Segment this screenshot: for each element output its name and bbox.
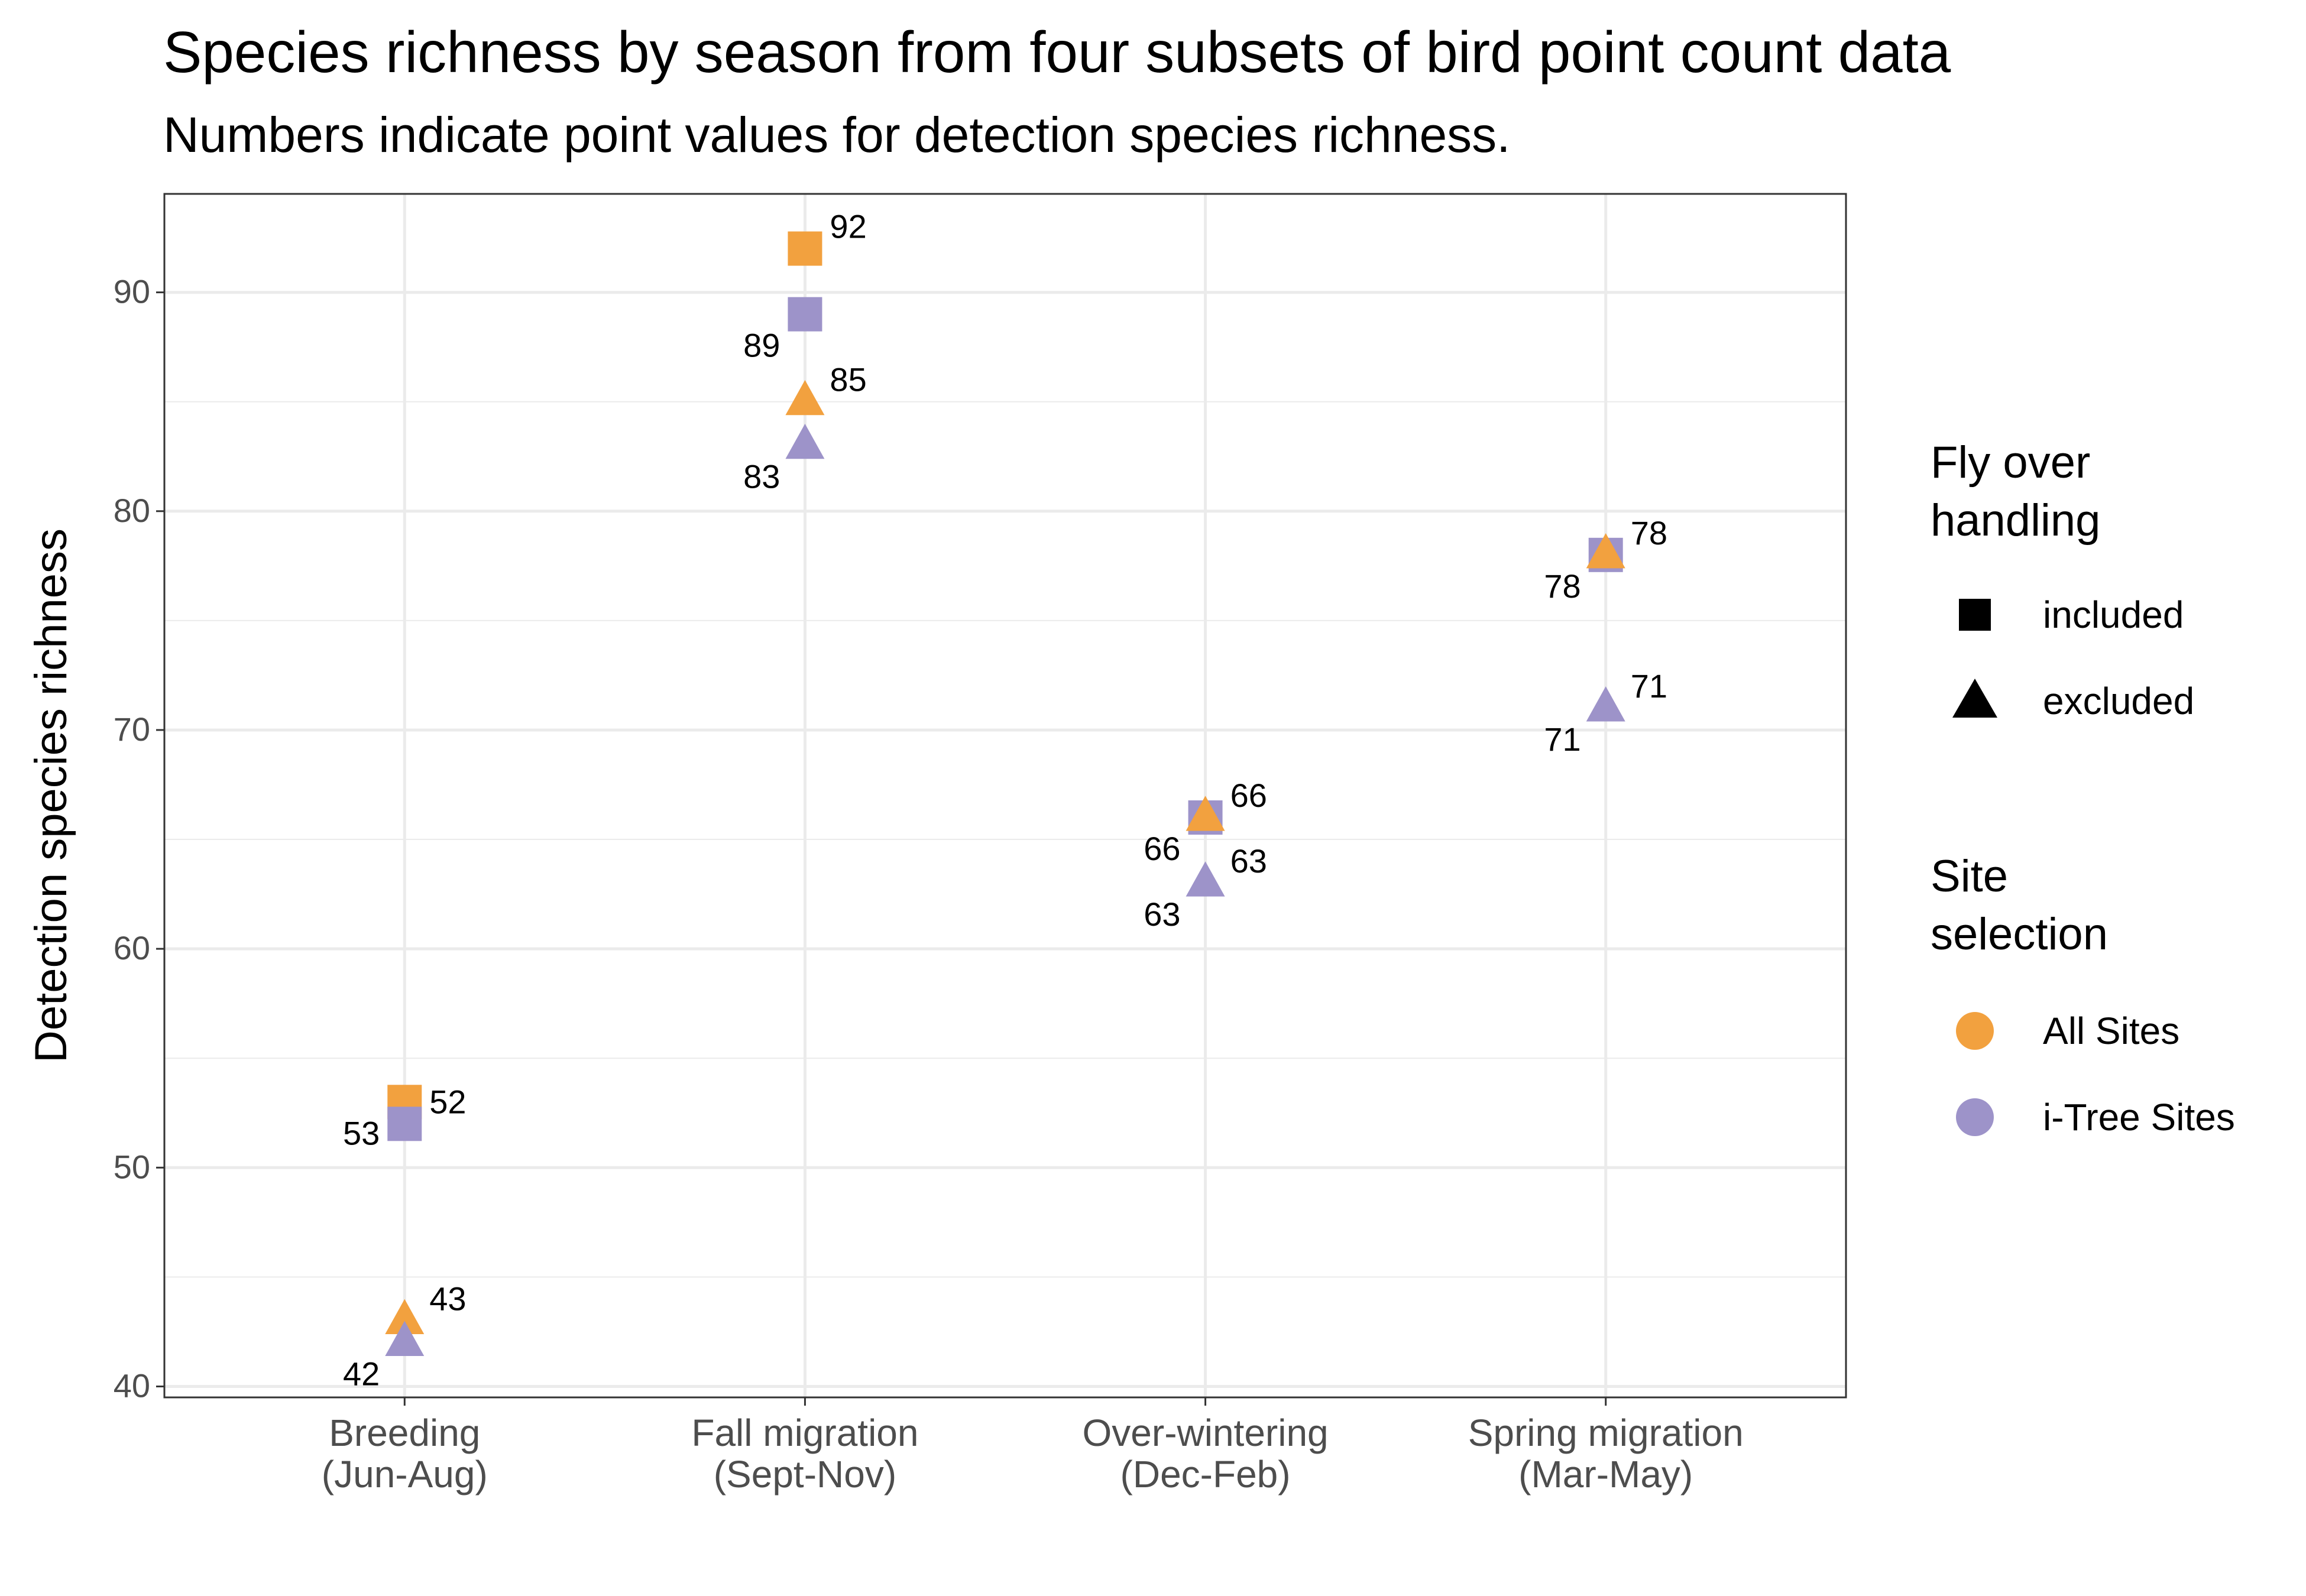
data-label: 52 <box>429 1083 466 1120</box>
legend-title-flyover: handling <box>1931 495 2100 546</box>
y-axis-title: Detection species richness <box>26 528 76 1063</box>
x-tick-label: (Dec-Feb) <box>1120 1453 1291 1496</box>
data-label: 66 <box>1144 830 1180 867</box>
data-label: 53 <box>343 1114 380 1151</box>
panel-border <box>163 193 1847 1399</box>
x-tick-label: Over-wintering <box>1083 1412 1329 1454</box>
data-point-triangle <box>1186 796 1225 831</box>
legend-title-flyover: Fly over <box>1931 437 2090 488</box>
legend-shape-label: included <box>2043 593 2184 636</box>
x-tick-label: Breeding <box>329 1412 480 1454</box>
grid <box>164 194 1846 1397</box>
data-label: 66 <box>1230 777 1267 814</box>
data-point-triangle <box>1186 861 1225 897</box>
legend-shape-label: excluded <box>2043 680 2194 722</box>
legend-color-label: i-Tree Sites <box>2043 1096 2235 1138</box>
data-point-triangle <box>1586 686 1625 722</box>
data-label: 63 <box>1230 842 1267 880</box>
data-point-square <box>788 297 822 332</box>
data-point-square <box>788 231 822 266</box>
data-label: 71 <box>1544 721 1580 758</box>
y-tick-label: 40 <box>114 1367 150 1404</box>
x-tick-label: Fall migration <box>691 1412 918 1454</box>
x-tick-label: Spring migration <box>1468 1412 1744 1454</box>
legend-color-key <box>1956 1012 1994 1050</box>
data-label: 89 <box>743 327 780 364</box>
data-point-triangle <box>1586 533 1625 569</box>
x-tick-label: (Sept-Nov) <box>714 1453 896 1496</box>
axes: 40 50 60 70 80 90 Breeding(Jun-Aug) Fall migrat… <box>26 273 1744 1496</box>
chart-subtitle: Numbers indicate point values for detect… <box>163 107 1511 163</box>
data-label: 63 <box>1144 896 1180 933</box>
y-tick-label: 80 <box>114 492 150 529</box>
data-point-triangle <box>385 1299 425 1335</box>
y-tick-label: 50 <box>114 1148 150 1185</box>
legend-square-key <box>1959 599 1991 631</box>
y-tick-label: 90 <box>114 273 150 310</box>
chart-title: Species richness by season from four sub… <box>163 20 1951 85</box>
legend: Fly over handling included excluded Site sele… <box>1931 437 2235 1138</box>
legend-title-site: Site <box>1931 851 2008 901</box>
data-label: 85 <box>830 361 866 398</box>
y-tick-label: 70 <box>114 711 150 748</box>
legend-color-label: All Sites <box>2043 1010 2179 1052</box>
data-point-triangle <box>785 423 825 459</box>
legend-color-key <box>1956 1098 1994 1136</box>
data-label: 71 <box>1631 667 1667 705</box>
x-tick-label: (Mar-May) <box>1518 1453 1693 1496</box>
data-label: 42 <box>343 1355 380 1392</box>
data-label: 92 <box>830 208 866 245</box>
legend-title-site: selection <box>1931 909 2108 959</box>
legend-triangle-key <box>1952 679 1997 718</box>
data-point-square <box>387 1107 422 1141</box>
data-point-triangle <box>385 1321 425 1357</box>
data-point-triangle <box>785 379 825 416</box>
data-label: 78 <box>1631 514 1667 552</box>
y-tick-label: 60 <box>114 929 150 966</box>
x-tick-label: (Jun-Aug) <box>322 1453 488 1496</box>
marks <box>385 231 1625 1357</box>
data-label: 78 <box>1544 567 1580 605</box>
data-labels: 53 92 52 89 66 78 43 85 66 78 42 83 63 71 63 71 <box>343 208 1667 1393</box>
data-label: 83 <box>743 458 780 495</box>
data-label: 43 <box>429 1280 466 1317</box>
